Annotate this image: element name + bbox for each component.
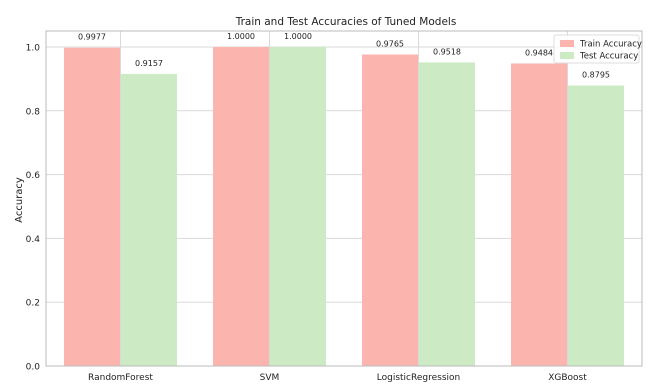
y-tick-label: 0.2 (26, 299, 40, 309)
train-value-label: 0.9765 (376, 39, 404, 48)
test-bar-xgboost (568, 85, 624, 366)
y-tick-label: 0.8 (26, 107, 41, 117)
plot-frame (45, 30, 643, 367)
legend-box (553, 34, 640, 64)
axes: 0.0 0.2 0.4 0.6 0.8 1.0 RandomForest SVM Logisti… (26, 30, 643, 383)
legend-swatch (560, 40, 574, 47)
test-value-label: 0.8795 (582, 70, 610, 79)
test-value-label: 0.9157 (135, 59, 163, 68)
legend-swatch (560, 52, 574, 59)
test-bar-randomforest (121, 73, 177, 367)
x-tick-label: RandomForest (88, 373, 153, 383)
test-bar-svm (270, 47, 326, 366)
legend-label: Train Accuracy (579, 40, 642, 50)
legend-label: Test Accuracy (579, 52, 638, 62)
legend: Train Accuracy Test Accuracy (553, 34, 642, 64)
x-tick-label: XGBoost (548, 373, 587, 383)
x-tick-label: LogisticRegression (377, 373, 460, 383)
test-value-label: 1.0000 (284, 32, 312, 41)
value-labels: 0.9977 0.9157 1.0000 1.0000 0.9765 0.9518 0.94… (78, 32, 610, 79)
train-bar-logisticregression (362, 54, 418, 367)
train-bar-randomforest (64, 47, 120, 366)
test-bar-logisticregression (419, 62, 475, 367)
test-value-label: 0.9518 (433, 47, 461, 56)
y-tick-label: 0.6 (26, 171, 41, 181)
train-value-label: 0.9484 (525, 48, 553, 57)
train-value-label: 0.9977 (78, 33, 106, 42)
train-bar-xgboost (511, 63, 567, 367)
y-tick-label: 0.0 (26, 363, 41, 373)
train-bar-svm (213, 47, 269, 366)
x-tick-label: SVM (260, 373, 280, 383)
y-tick-label: 0.4 (26, 235, 41, 245)
train-value-label: 1.0000 (227, 32, 255, 41)
bars (64, 47, 624, 367)
y-axis-label: Accuracy (14, 177, 25, 223)
y-tick-label: 1.0 (26, 44, 41, 54)
chart-title: Train and Test Accuracies of Tuned Model… (235, 16, 457, 28)
